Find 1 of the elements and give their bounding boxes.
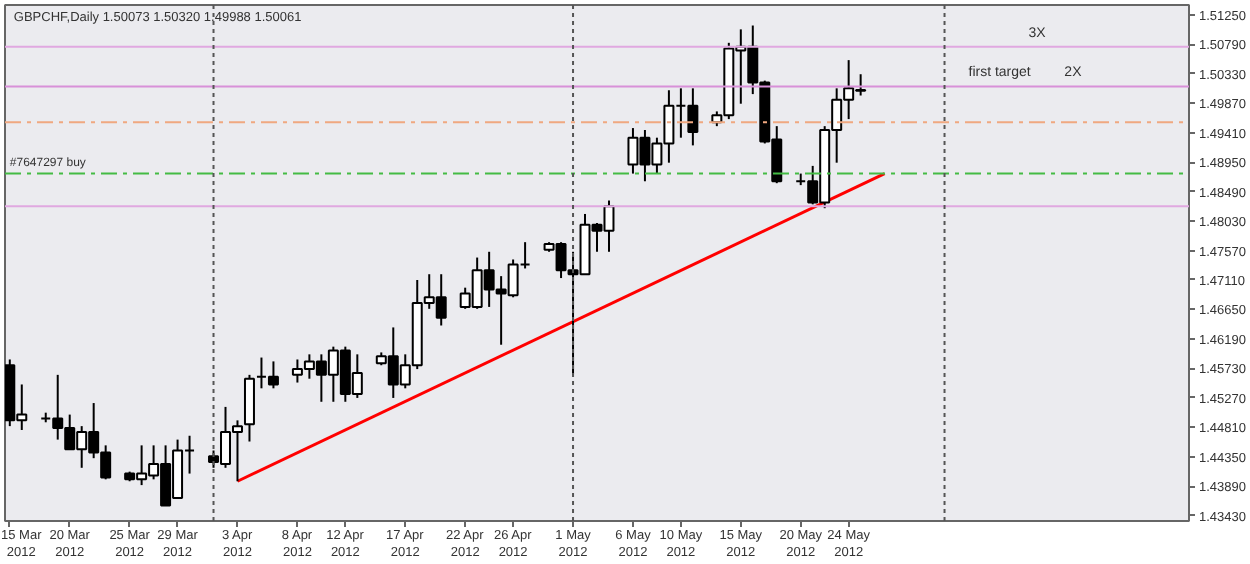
- candlestick: [243, 373, 255, 443]
